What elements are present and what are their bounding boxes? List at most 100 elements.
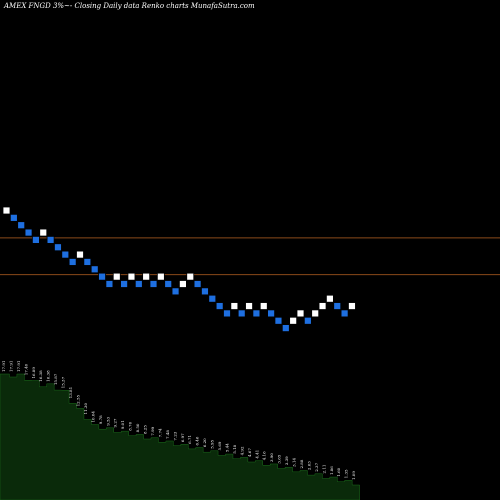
price-label: 2.88 xyxy=(299,459,304,468)
price-label: 5.18 xyxy=(232,444,237,453)
renko-brick-down xyxy=(90,265,99,274)
price-label: 1.60 xyxy=(336,467,341,476)
renko-brick-down xyxy=(193,280,202,288)
volume-area xyxy=(0,373,360,500)
price-label: 11.30 xyxy=(83,403,88,415)
renko-brick-down xyxy=(171,287,180,296)
renko-brick-down xyxy=(9,213,18,222)
price-label: 6.71 xyxy=(187,435,192,444)
renko-brick-up xyxy=(112,272,121,281)
renko-brick-down xyxy=(252,309,261,318)
price-label: 5.95 xyxy=(210,439,215,448)
renko-brick-up xyxy=(348,302,356,310)
renko-brick-down xyxy=(333,302,342,310)
renko-brick-down xyxy=(215,302,224,310)
renko-brick-up xyxy=(127,272,136,281)
renko-brick-down xyxy=(105,280,114,288)
price-label: 13.81 xyxy=(68,387,73,398)
price-label: 6.46 xyxy=(195,436,200,445)
price-label: 15.87 xyxy=(53,373,58,385)
renko-brick-up xyxy=(245,302,253,310)
price-label: 4.41 xyxy=(254,450,259,459)
renko-brick-down xyxy=(54,243,62,252)
price-label: 6.20 xyxy=(202,438,207,447)
price-label: 16.38 xyxy=(46,370,51,382)
price-label: 17.91 xyxy=(1,361,6,372)
renko-brick-up xyxy=(2,206,11,215)
price-label: 9.01 xyxy=(120,420,125,429)
renko-brick-down xyxy=(149,280,158,288)
price-label: 8.76 xyxy=(128,421,133,430)
renko-brick-up xyxy=(39,228,48,237)
price-label: 16.89 xyxy=(31,367,36,379)
price-label: 8.50 xyxy=(135,423,140,432)
renko-brick-down xyxy=(98,272,106,281)
renko-brick-down xyxy=(46,235,55,244)
renko-brick-up xyxy=(289,316,298,325)
renko-brick-down xyxy=(237,309,246,318)
price-label: 6.97 xyxy=(180,433,185,442)
renko-brick-down xyxy=(267,309,276,318)
price-label: 4.67 xyxy=(247,448,252,457)
price-labels: 17.91 17.91 17.91 17.40 16.89 16.38 16.38 15.87… xyxy=(1,361,356,480)
renko-brick-up xyxy=(311,309,320,318)
price-label: 3.14 xyxy=(292,457,297,466)
renko-brick-up xyxy=(318,302,327,310)
price-label: 4.16 xyxy=(262,451,267,460)
renko-brick-down xyxy=(32,235,40,244)
renko-bricks xyxy=(2,206,356,333)
renko-brick-up xyxy=(259,302,268,310)
price-label: 1.35 xyxy=(344,469,349,478)
price-label: 5.69 xyxy=(217,441,222,450)
renko-brick-down xyxy=(68,258,77,266)
renko-brick-down xyxy=(61,250,70,259)
price-label: 7.74 xyxy=(157,428,162,437)
renko-brick-down xyxy=(281,324,290,333)
reference-lines xyxy=(0,237,500,276)
price-label: 12.55 xyxy=(76,395,81,407)
renko-brick-down xyxy=(223,309,231,318)
price-label: 9.78 xyxy=(98,415,103,424)
price-label: 3.65 xyxy=(277,454,282,463)
renko-brick-down xyxy=(208,294,217,303)
renko-brick-down xyxy=(201,287,209,296)
renko-brick-up xyxy=(178,280,187,288)
chart-title: AMEX FNGD 3%~- Closing Daily data Renko … xyxy=(3,2,255,10)
renko-brick-down xyxy=(120,280,128,288)
price-label: 15.37 xyxy=(61,376,66,388)
renko-brick-down xyxy=(17,221,26,230)
renko-brick-up xyxy=(142,272,151,281)
price-label: 3.90 xyxy=(269,453,274,462)
renko-brick-down xyxy=(274,316,283,325)
price-label: 4.92 xyxy=(239,446,244,455)
renko-brick-down xyxy=(164,280,173,288)
price-label: 16.38 xyxy=(38,370,43,382)
renko-brick-down xyxy=(24,228,33,237)
renko-brick-down xyxy=(134,280,143,288)
renko-brick-down xyxy=(83,258,92,266)
price-label: 9.27 xyxy=(113,418,118,427)
price-label: 2.11 xyxy=(321,465,326,474)
price-label: 17.91 xyxy=(16,361,21,372)
price-label: 7.99 xyxy=(150,426,155,435)
price-label: 1.09 xyxy=(351,471,356,480)
price-label: 10.04 xyxy=(90,411,95,423)
renko-brick-up xyxy=(296,309,305,318)
price-label: 8.25 xyxy=(143,425,148,434)
price-label: 17.40 xyxy=(23,363,28,375)
renko-brick-up xyxy=(156,272,165,281)
price-label: 2.37 xyxy=(314,462,319,471)
price-label: 9.53 xyxy=(105,416,110,425)
price-label: 2.63 xyxy=(306,461,311,470)
price-label: 1.86 xyxy=(329,466,334,475)
renko-brick-up xyxy=(186,272,195,281)
renko-brick-down xyxy=(303,316,312,325)
renko-brick-up xyxy=(325,294,334,303)
price-label: 7.23 xyxy=(172,431,177,440)
renko-brick-up xyxy=(76,250,84,259)
renko-brick-down xyxy=(340,309,349,318)
price-label: 5.44 xyxy=(225,443,230,452)
price-label: 7.48 xyxy=(165,430,170,439)
price-label: 3.39 xyxy=(284,456,289,465)
